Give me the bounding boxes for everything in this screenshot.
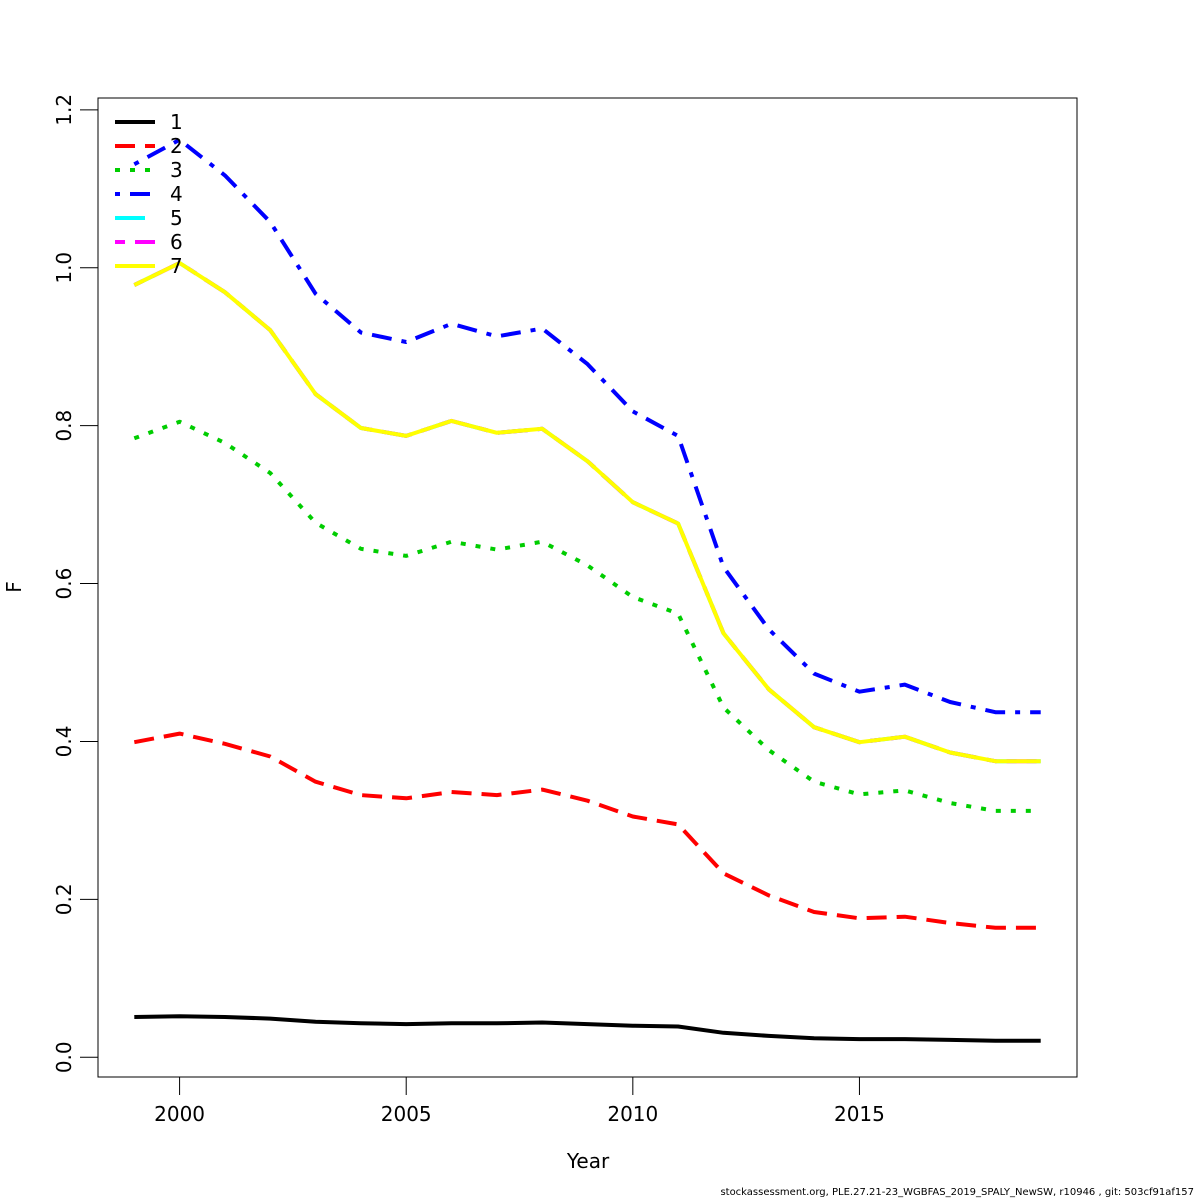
- legend-label-4: 4: [170, 182, 183, 206]
- x-axis: 2000 2005 2010 2015: [154, 1076, 885, 1126]
- legend-label-3: 3: [170, 158, 183, 182]
- x-tick-label: 2015: [834, 1102, 885, 1126]
- y-tick-label: 0.0: [52, 1041, 76, 1073]
- y-tick-label: 0.6: [52, 568, 76, 600]
- y-tick-label: 1.0: [52, 252, 76, 284]
- x-tick-label: 2000: [154, 1102, 205, 1126]
- y-tick-label: 0.8: [52, 410, 76, 442]
- legend-label-1: 1: [170, 110, 183, 134]
- x-axis-label: Year: [566, 1149, 610, 1173]
- legend-label-2: 2: [170, 134, 183, 158]
- y-axis: 0.0 0.2 0.4 0.6 0.8 1.0 1.2: [52, 94, 99, 1073]
- plot-frame: [97, 97, 1078, 1078]
- footer-caption: stockassessment.org, PLE.27.21-23_WGBFAS…: [720, 1187, 1194, 1198]
- x-tick-label: 2010: [607, 1102, 658, 1126]
- legend-label-7: 7: [170, 254, 183, 278]
- x-tick-label: 2005: [381, 1102, 432, 1126]
- y-tick-label: 1.2: [52, 94, 76, 126]
- series-line-2: [133, 731, 1041, 930]
- series-line-7: [133, 261, 1041, 764]
- series-line-4: [133, 137, 1041, 715]
- series-line-1: [134, 1014, 1041, 1043]
- legend-label-5: 5: [170, 206, 183, 230]
- y-tick-label: 0.2: [52, 883, 76, 915]
- series-line-3: [133, 419, 1041, 813]
- legend-label-6: 6: [170, 230, 183, 254]
- y-axis-label: F: [2, 581, 26, 593]
- series-layer: [133, 137, 1041, 1043]
- y-tick-label: 0.4: [52, 726, 76, 758]
